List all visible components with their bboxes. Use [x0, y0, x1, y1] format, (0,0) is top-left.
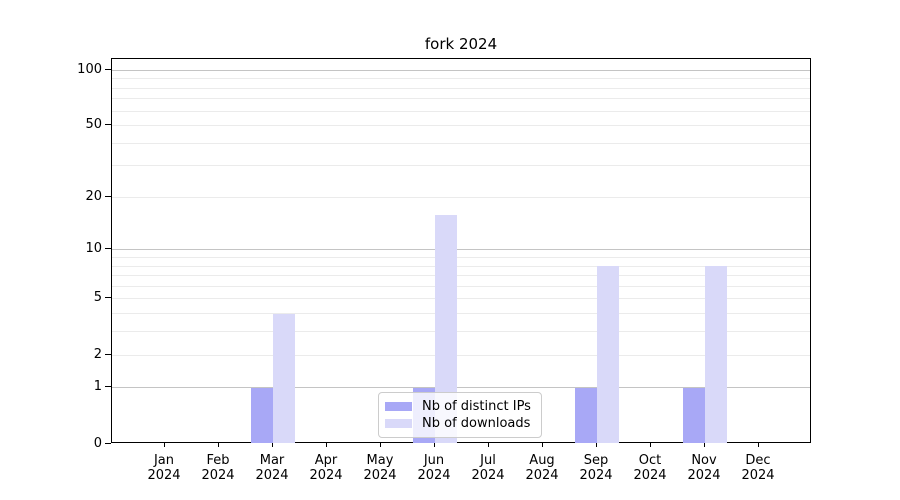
- x-tick-label-apr-2024: Apr 2024: [309, 453, 343, 483]
- x-tick-mark-10: [650, 443, 651, 447]
- x-tick-label-mar-2024: Mar 2024: [255, 453, 289, 483]
- x-tick-mark-1: [164, 443, 165, 447]
- gridline-minor-40: [112, 142, 810, 144]
- y-tick-label-2: 2: [93, 346, 102, 362]
- gridline-minor-8: [112, 265, 810, 267]
- gridline-minor-20: [112, 196, 810, 198]
- gridline-major-1: [112, 387, 810, 389]
- legend: Nb of distinct IPs Nb of downloads: [378, 392, 542, 438]
- chart-title: fork 2024: [424, 35, 498, 53]
- y-tick-mark-20: [105, 195, 111, 197]
- x-tick-label-jul-2024: Jul 2024: [471, 453, 505, 483]
- gridline-minor-50: [112, 125, 810, 127]
- y-tick-label-100: 100: [77, 61, 102, 77]
- gridline-minor-60: [112, 110, 810, 112]
- gridline-minor-70: [112, 98, 810, 100]
- y-tick-label-5: 5: [93, 290, 102, 306]
- x-tick-mark-3: [272, 443, 273, 447]
- y-tick-label-1: 1: [93, 379, 102, 395]
- legend-label-downloads: Nb of downloads: [422, 416, 531, 431]
- y-tick-mark-1: [105, 386, 111, 388]
- bar-nb-of-distinct-ips-nov-2024: [683, 387, 705, 443]
- y-tick-mark-5: [105, 297, 111, 299]
- x-tick-label-aug-2024: Aug 2024: [525, 453, 559, 483]
- y-tick-mark-0: [105, 442, 111, 444]
- y-tick-label-10: 10: [85, 241, 102, 257]
- gridline-minor-9: [112, 257, 810, 258]
- y-tick-mark-2: [105, 353, 111, 355]
- x-tick-label-feb-2024: Feb 2024: [201, 453, 235, 483]
- x-tick-label-jun-2024: Jun 2024: [417, 453, 451, 483]
- x-tick-label-dec-2024: Dec 2024: [741, 453, 775, 483]
- x-tick-mark-4: [326, 443, 327, 447]
- x-tick-mark-7: [488, 443, 489, 447]
- legend-item-downloads: Nb of downloads: [385, 415, 531, 432]
- x-tick-mark-2: [218, 443, 219, 447]
- gridline-minor-3: [112, 331, 810, 333]
- gridline-minor-2: [112, 354, 810, 356]
- x-tick-mark-6: [434, 443, 435, 447]
- gridline-major-10: [112, 249, 810, 251]
- gridline-minor-90: [112, 78, 810, 80]
- x-tick-label-jan-2024: Jan 2024: [147, 453, 181, 483]
- gridline-minor-80: [112, 87, 810, 89]
- y-tick-mark-50: [105, 124, 111, 126]
- gridline-minor-5: [112, 298, 810, 300]
- x-tick-label-oct-2024: Oct 2024: [633, 453, 667, 483]
- legend-swatch-downloads: [385, 419, 412, 428]
- gridline-minor-4: [112, 313, 810, 315]
- legend-label-distinct-ips: Nb of distinct IPs: [422, 399, 531, 414]
- y-tick-mark-100: [105, 68, 111, 70]
- bar-nb-of-downloads-sep-2024: [597, 266, 619, 443]
- gridline-minor-7: [112, 275, 810, 277]
- x-tick-mark-9: [596, 443, 597, 447]
- y-tick-label-20: 20: [85, 188, 102, 204]
- bar-nb-of-distinct-ips-mar-2024: [251, 387, 273, 443]
- legend-swatch-distinct-ips: [385, 402, 412, 411]
- bar-nb-of-downloads-nov-2024: [705, 266, 727, 443]
- y-tick-label-0: 0: [93, 435, 102, 451]
- gridline-minor-30: [112, 165, 810, 167]
- x-tick-label-nov-2024: Nov 2024: [687, 453, 721, 483]
- gridline-minor-6: [112, 285, 810, 287]
- gridline-major-100: [112, 69, 810, 71]
- bar-nb-of-distinct-ips-sep-2024: [575, 387, 597, 443]
- x-tick-mark-11: [704, 443, 705, 447]
- x-tick-mark-12: [758, 443, 759, 447]
- y-tick-label-50: 50: [85, 117, 102, 133]
- bar-nb-of-downloads-mar-2024: [273, 313, 295, 443]
- x-tick-label-sep-2024: Sep 2024: [579, 453, 613, 483]
- y-tick-mark-10: [105, 248, 111, 250]
- plot-area: [111, 58, 811, 443]
- x-tick-mark-8: [542, 443, 543, 447]
- x-tick-mark-5: [380, 443, 381, 447]
- x-tick-label-may-2024: May 2024: [363, 453, 397, 483]
- legend-item-distinct-ips: Nb of distinct IPs: [385, 398, 531, 415]
- bar-nb-of-downloads-jun-2024: [435, 214, 457, 443]
